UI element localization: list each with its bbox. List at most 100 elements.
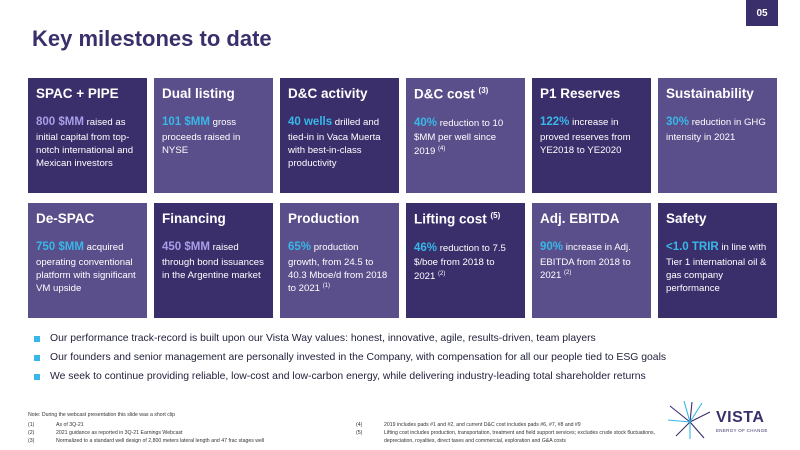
tile-highlight: 46% — [414, 241, 438, 254]
tile-title-text: Dual listing — [162, 86, 235, 101]
footnote: (3) Normalized to a standard well design … — [28, 437, 264, 445]
milestones-grid: SPAC + PIPE 800 $MM raised as initial cap… — [28, 78, 788, 318]
tile-title-text: Sustainability — [666, 86, 754, 101]
tile-highlight: 65% — [288, 241, 312, 253]
tile-title-text: Financing — [162, 211, 226, 226]
tile-body: 450 $MM raised through bond issuances in… — [162, 240, 265, 282]
tile-title: Lifting cost (5) — [414, 211, 517, 227]
footnote-number: (1) — [28, 422, 35, 428]
tile-title-text: Production — [288, 211, 360, 226]
tile-text: increase in proved reserves from YE2018 … — [540, 117, 631, 157]
bullet-text: We seek to continue providing reliable, … — [50, 371, 646, 382]
tile-text: reduction to 7.5 $/boe from 2018 to 2021 — [414, 242, 506, 282]
tile-text: reduction in GHG intensity in 2021 — [666, 117, 766, 143]
tile-title: Production — [288, 211, 391, 226]
bullet-text: Our performance track-record is built up… — [50, 333, 596, 344]
tile-title: Safety — [666, 211, 769, 226]
milestone-tile: Sustainability 30% reduction in GHG inten… — [658, 78, 777, 193]
footnote-number: (4) — [356, 422, 363, 428]
milestone-tile: Production 65% production growth, from 24… — [280, 203, 399, 318]
tile-body: 40 wells drilled and tied-in in Vaca Mue… — [288, 115, 391, 171]
milestone-tile: De-SPAC 750 $MM acquired operating conven… — [28, 203, 147, 318]
slide-title: Key milestones to date — [32, 26, 272, 51]
milestone-tile: D&C activity 40 wells drilled and tied-in… — [280, 78, 399, 193]
tile-title-footnote: (3) — [478, 86, 489, 95]
footnote-text: Normalized to a standard well design of … — [56, 438, 265, 445]
tile-text: increase in Adj. EBITDA from 2018 to 202… — [540, 242, 631, 282]
milestone-tile: Dual listing 101 $MM gross proceeds raise… — [154, 78, 273, 193]
tile-title: Financing — [162, 211, 265, 226]
footnote-text: As of 3Q-21 — [56, 422, 84, 428]
tile-title-text: Adj. EBITDA — [540, 211, 620, 226]
bullet-item: We seek to continue providing reliable, … — [34, 371, 774, 382]
vista-logo: VISTA ENERGY OF CHANGE — [666, 400, 778, 440]
tile-text-footnote: (2) — [438, 270, 446, 277]
tile-title-footnote: (5) — [490, 211, 501, 220]
tile-highlight: <1.0 TRIR — [666, 241, 719, 253]
tile-title: P1 Reserves — [540, 86, 643, 101]
milestone-tile: P1 Reserves 122% increase in proved reser… — [532, 78, 651, 193]
tile-highlight: 40 wells — [288, 116, 333, 128]
tile-title: Sustainability — [666, 86, 769, 101]
milestone-tile: D&C cost (3) 40% reduction to 10 $MM per … — [406, 78, 525, 193]
tile-text: gross proceeds raised in NYSE — [162, 117, 241, 157]
tile-title-text: P1 Reserves — [540, 86, 621, 101]
tile-highlight: 101 $MM — [162, 116, 210, 128]
tile-text: drilled and tied-in in Vaca Muerta with … — [288, 117, 381, 170]
footnote: (4) 2019 includes pads #1 and #2, and cur… — [356, 421, 676, 429]
bullet-item: Our performance track-record is built up… — [34, 333, 774, 344]
bullet-marker — [34, 354, 40, 361]
tile-body: 46% reduction to 7.5 $/boe from 2018 to … — [414, 241, 517, 284]
tile-text: reduction to 10 $MM per well since 2019 — [414, 117, 504, 157]
tile-text-footnote: (1) — [322, 283, 331, 290]
tile-body: 101 $MM gross proceeds raised in NYSE — [162, 115, 265, 157]
bullet-marker — [34, 373, 40, 380]
footnote-number: (5) — [356, 430, 363, 437]
footnotes-right: (4) 2019 includes pads #1 and #2, and cur… — [356, 421, 676, 445]
tile-title: Adj. EBITDA — [540, 211, 643, 226]
tile-title-text: De-SPAC — [36, 211, 95, 226]
tile-highlight: 90% — [540, 241, 564, 253]
tile-title-text: SPAC + PIPE — [36, 86, 119, 101]
tile-title: D&C activity — [288, 86, 391, 101]
bullet-marker — [34, 335, 40, 342]
tile-highlight: 40% — [414, 116, 438, 129]
tile-body: <1.0 TRIR in line with Tier 1 internatio… — [666, 240, 769, 296]
logo-tagline: ENERGY OF CHANGE — [716, 428, 768, 433]
tile-highlight: 122% — [540, 116, 570, 128]
tile-title-text: D&C cost — [414, 86, 475, 102]
footnote-text: 2019 includes pads #1 and #2, and curren… — [384, 422, 581, 428]
bullet-list: Our performance track-record is built up… — [34, 333, 774, 390]
tile-title-text: Safety — [666, 211, 707, 226]
notes-title: Note: During the webcast presentation th… — [28, 412, 176, 418]
tile-body: 800 $MM raised as initial capital from t… — [36, 115, 139, 171]
footnote-text: Lifting cost includes production, transp… — [384, 430, 656, 445]
footnote: (1) As of 3Q-21 — [28, 421, 264, 429]
tile-title: Dual listing — [162, 86, 265, 101]
bullet-text: Our founders and senior management are p… — [50, 352, 667, 363]
tile-text: raised as initial capital from top-notch… — [36, 117, 134, 170]
tile-body: 750 $MM acquired operating conventional … — [36, 240, 139, 296]
tile-text-footnote: (4) — [438, 145, 446, 152]
tile-body: 90% increase in Adj. EBITDA from 2018 to… — [540, 240, 643, 283]
tile-body: 122% increase in proved reserves from YE… — [540, 115, 643, 157]
milestone-tile: Lifting cost (5) 46% reduction to 7.5 $/b… — [406, 203, 525, 318]
tile-title: D&C cost (3) — [414, 86, 517, 102]
star-burst-icon — [667, 400, 711, 439]
milestone-tile: Adj. EBITDA 90% increase in Adj. EBITDA f… — [532, 203, 651, 318]
bullet-item: Our founders and senior management are p… — [34, 352, 774, 363]
milestone-tile: SPAC + PIPE 800 $MM raised as initial cap… — [28, 78, 147, 193]
tile-title-text: D&C activity — [288, 86, 368, 101]
logo-wordmark: VISTA — [716, 409, 765, 426]
page-number: 05 — [746, 0, 778, 26]
tile-highlight: 750 $MM — [36, 241, 84, 253]
tile-highlight: 450 $MM — [162, 241, 210, 253]
tile-body: 40% reduction to 10 $MM per well since 2… — [414, 116, 517, 159]
milestone-tile: Safety <1.0 TRIR in line with Tier 1 inte… — [658, 203, 777, 318]
footnotes-left: (1) As of 3Q-21 (2) 2021 guidance as repor… — [28, 421, 264, 445]
tile-body: 30% reduction in GHG intensity in 2021 — [666, 115, 769, 144]
tile-text: in line with Tier 1 international oil & … — [666, 242, 767, 295]
tile-body: 65% production growth, from 24.5 to 40.3… — [288, 240, 391, 296]
tile-highlight: 800 $MM — [36, 116, 84, 128]
footnote-text: 2021 guidance as reported in 3Q-21 Earni… — [56, 430, 183, 437]
